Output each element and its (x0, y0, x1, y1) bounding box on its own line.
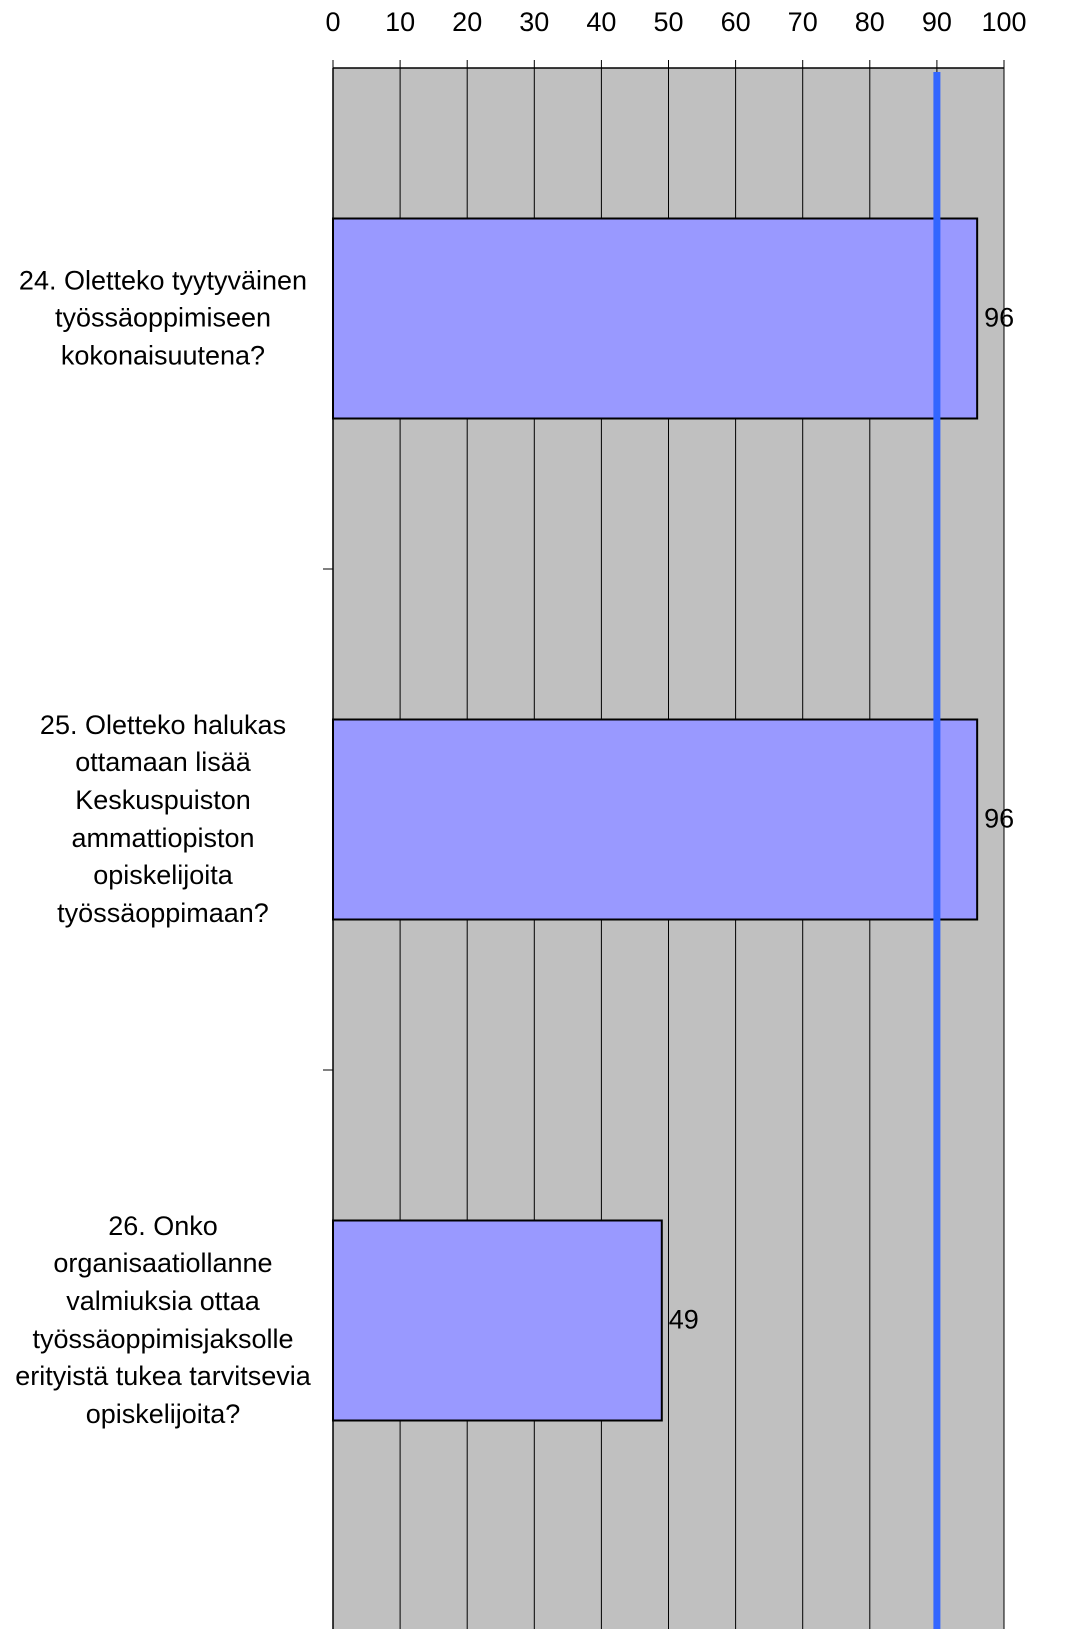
y-tick-label: 24. Oletteko tyytyväinen työssäoppimisee… (18, 264, 308, 371)
x-tick-label: 70 (788, 7, 818, 37)
x-tick-label: 100 (981, 7, 1026, 37)
bar (332, 217, 979, 420)
value-label: 96 (984, 804, 1014, 834)
bar (332, 1219, 663, 1422)
x-tick-label: 30 (519, 7, 549, 37)
value-label: 49 (669, 1305, 699, 1335)
y-tick-label: 26. Onko organisaatiollanne valmiuksia o… (15, 1210, 311, 1429)
x-tick-label: 40 (586, 7, 616, 37)
x-tick-label: 60 (721, 7, 751, 37)
x-tick-label: 50 (653, 7, 683, 37)
value-label: 96 (984, 303, 1014, 333)
bar (332, 718, 979, 921)
x-tick-label: 90 (922, 7, 952, 37)
x-tick-label: 10 (385, 7, 415, 37)
x-tick-label: 20 (452, 7, 482, 37)
y-tick-label: 25. Oletteko halukas ottamaan lisää Kesk… (39, 709, 287, 928)
x-tick-label: 80 (855, 7, 885, 37)
x-tick-label: 0 (325, 7, 340, 37)
